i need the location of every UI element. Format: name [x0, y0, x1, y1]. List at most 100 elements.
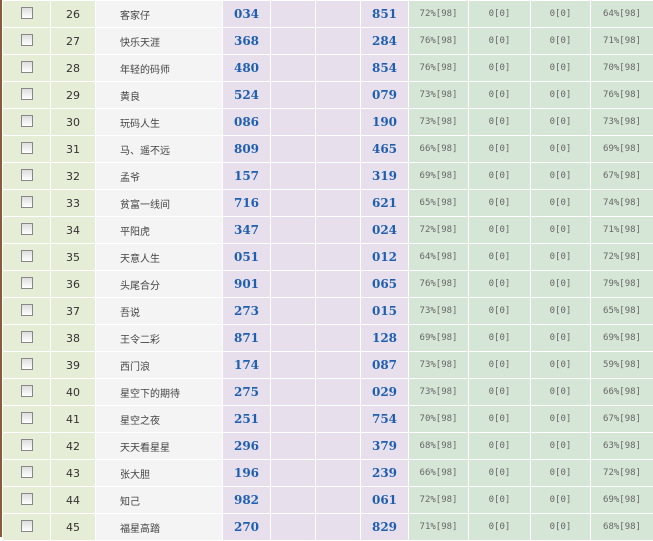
empty-cell	[271, 298, 316, 325]
row-checkbox[interactable]	[21, 439, 33, 451]
rate-1: 66%[98]	[409, 460, 469, 487]
row-checkbox[interactable]	[21, 169, 33, 181]
table-row: 35 天意人生 051 012 64%[98] 0[0] 0[0] 72%[98…	[3, 244, 653, 271]
table-row: 38 王令二彩 871 128 69%[98] 0[0] 0[0] 69%[98…	[3, 325, 653, 352]
empty-cell	[271, 163, 316, 190]
rate-4: 69%[98]	[591, 136, 653, 163]
table-row: 26 客家仔 034 851 72%[98] 0[0] 0[0] 64%[98]	[3, 1, 653, 28]
rate-3: 0[0]	[531, 298, 591, 325]
rate-3: 0[0]	[531, 217, 591, 244]
empty-cell	[316, 136, 361, 163]
value-a: 809	[223, 136, 271, 163]
rate-2: 0[0]	[469, 487, 531, 514]
row-checkbox[interactable]	[21, 412, 33, 424]
rate-3: 0[0]	[531, 163, 591, 190]
row-number: 34	[51, 217, 96, 244]
row-number: 32	[51, 163, 96, 190]
rate-3: 0[0]	[531, 55, 591, 82]
table-row: 29 黄良 524 079 73%[98] 0[0] 0[0] 76%[98]	[3, 82, 653, 109]
row-checkbox[interactable]	[21, 142, 33, 154]
rate-4: 64%[98]	[591, 1, 653, 28]
rate-1: 73%[98]	[409, 82, 469, 109]
row-checkbox[interactable]	[21, 7, 33, 19]
rate-4: 65%[98]	[591, 298, 653, 325]
row-checkbox[interactable]	[21, 358, 33, 370]
empty-cell	[316, 433, 361, 460]
empty-cell	[271, 1, 316, 28]
user-name: 快乐天涯	[96, 28, 223, 55]
value-b: 128	[361, 325, 409, 352]
value-a: 034	[223, 1, 271, 28]
rate-1: 72%[98]	[409, 217, 469, 244]
value-a: 051	[223, 244, 271, 271]
row-checkbox[interactable]	[21, 277, 33, 289]
rate-3: 0[0]	[531, 190, 591, 217]
rate-1: 76%[98]	[409, 55, 469, 82]
value-b: 079	[361, 82, 409, 109]
rate-3: 0[0]	[531, 109, 591, 136]
empty-cell	[316, 460, 361, 487]
row-checkbox[interactable]	[21, 223, 33, 235]
value-b: 029	[361, 379, 409, 406]
user-name: 玩码人生	[96, 109, 223, 136]
rate-2: 0[0]	[469, 1, 531, 28]
row-checkbox[interactable]	[21, 88, 33, 100]
table-row: 33 贫富一线间 716 621 65%[98] 0[0] 0[0] 74%[9…	[3, 190, 653, 217]
row-checkbox[interactable]	[21, 115, 33, 127]
row-number: 28	[51, 55, 96, 82]
rate-4: 71%[98]	[591, 28, 653, 55]
rate-3: 0[0]	[531, 433, 591, 460]
user-name: 客家仔	[96, 1, 223, 28]
value-b: 829	[361, 514, 409, 541]
value-a: 275	[223, 379, 271, 406]
rate-3: 0[0]	[531, 136, 591, 163]
row-checkbox[interactable]	[21, 331, 33, 343]
rate-3: 0[0]	[531, 244, 591, 271]
row-checkbox[interactable]	[21, 466, 33, 478]
rate-4: 68%[98]	[591, 514, 653, 541]
row-checkbox[interactable]	[21, 34, 33, 46]
rate-1: 64%[98]	[409, 244, 469, 271]
row-number: 27	[51, 28, 96, 55]
row-checkbox[interactable]	[21, 304, 33, 316]
rate-3: 0[0]	[531, 271, 591, 298]
rate-2: 0[0]	[469, 190, 531, 217]
rate-2: 0[0]	[469, 352, 531, 379]
rate-2: 0[0]	[469, 379, 531, 406]
rate-1: 65%[98]	[409, 190, 469, 217]
table-row: 31 马、遥不远 809 465 66%[98] 0[0] 0[0] 69%[9…	[3, 136, 653, 163]
value-b: 024	[361, 217, 409, 244]
user-name: 星空下的期待	[96, 379, 223, 406]
row-checkbox[interactable]	[21, 520, 33, 532]
empty-cell	[271, 190, 316, 217]
value-b: 061	[361, 487, 409, 514]
value-a: 157	[223, 163, 271, 190]
rate-2: 0[0]	[469, 217, 531, 244]
value-b: 087	[361, 352, 409, 379]
empty-cell	[316, 379, 361, 406]
row-checkbox[interactable]	[21, 385, 33, 397]
empty-cell	[271, 244, 316, 271]
rate-2: 0[0]	[469, 109, 531, 136]
rate-1: 73%[98]	[409, 352, 469, 379]
empty-cell	[271, 460, 316, 487]
rate-1: 69%[98]	[409, 163, 469, 190]
user-name: 王令二彩	[96, 325, 223, 352]
row-checkbox[interactable]	[21, 196, 33, 208]
row-checkbox[interactable]	[21, 493, 33, 505]
rate-4: 69%[98]	[591, 487, 653, 514]
value-a: 368	[223, 28, 271, 55]
rate-2: 0[0]	[469, 136, 531, 163]
rate-4: 69%[98]	[591, 325, 653, 352]
row-checkbox[interactable]	[21, 250, 33, 262]
value-b: 190	[361, 109, 409, 136]
empty-cell	[271, 136, 316, 163]
row-checkbox[interactable]	[21, 61, 33, 73]
value-b: 012	[361, 244, 409, 271]
value-b: 465	[361, 136, 409, 163]
value-b: 379	[361, 433, 409, 460]
row-number: 36	[51, 271, 96, 298]
rate-1: 68%[98]	[409, 433, 469, 460]
rate-2: 0[0]	[469, 325, 531, 352]
user-name: 天天看星星	[96, 433, 223, 460]
